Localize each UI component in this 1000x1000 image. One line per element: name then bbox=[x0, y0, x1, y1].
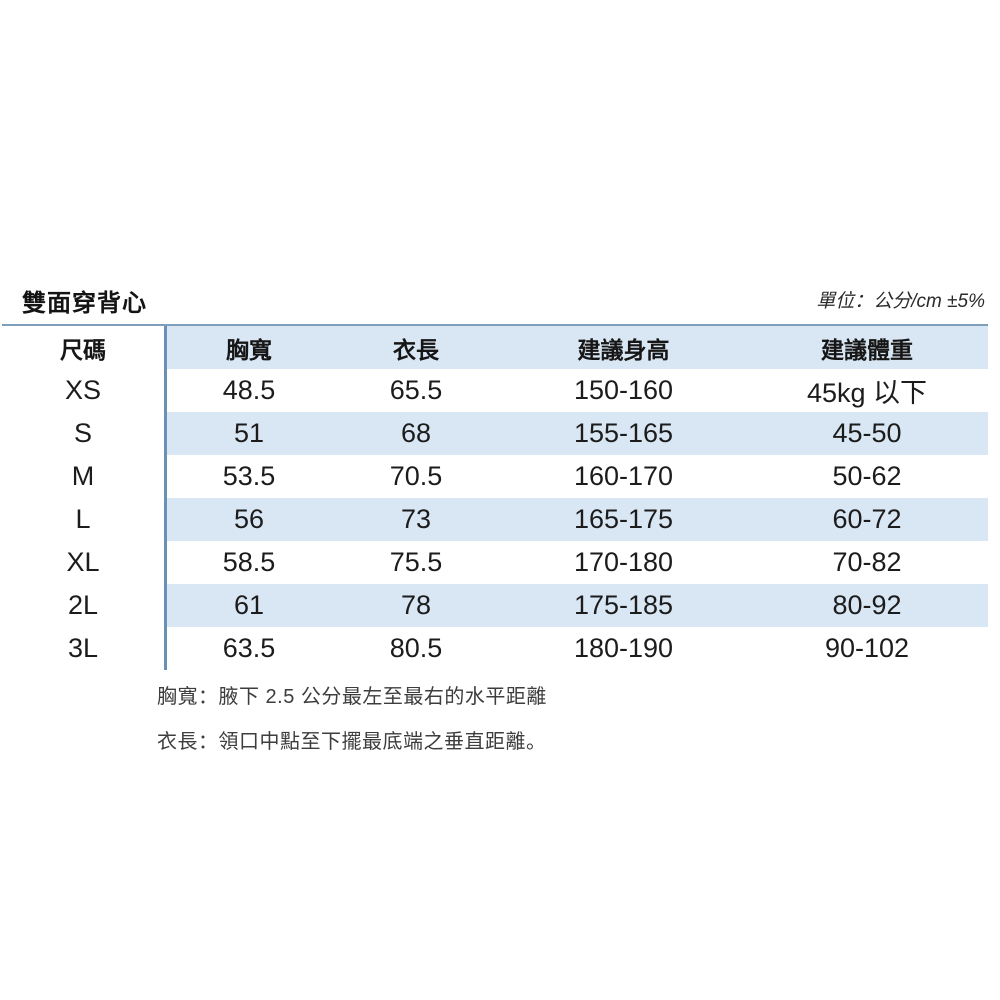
row-cells: 51 68 155-165 45-50 bbox=[164, 412, 988, 455]
cell-suggested-weight: 70-82 bbox=[832, 547, 902, 577]
cell-garment-length: 80.5 bbox=[389, 633, 443, 663]
cell-suggested-height: 165-175 bbox=[573, 504, 674, 534]
cell-garment-length: 78 bbox=[400, 590, 432, 620]
size-label: XL bbox=[2, 541, 164, 584]
size-label: L bbox=[2, 498, 164, 541]
cell-suggested-height: 150-160 bbox=[573, 375, 674, 405]
size-label: XS bbox=[2, 369, 164, 412]
row-cells: 56 73 165-175 60-72 bbox=[164, 498, 988, 541]
cell-suggested-weight: 45kg 以下 bbox=[806, 378, 928, 408]
cell-suggested-height: 160-170 bbox=[573, 461, 674, 491]
table-row: XS 48.5 65.5 150-160 45kg 以下 bbox=[2, 369, 988, 412]
cell-chest-width: 56 bbox=[233, 504, 265, 534]
header-garment-length: 衣長 bbox=[393, 336, 439, 363]
cell-chest-width: 63.5 bbox=[222, 633, 276, 663]
header-suggested-weight: 建議體重 bbox=[821, 336, 913, 363]
size-label: M bbox=[2, 455, 164, 498]
cell-suggested-weight: 45-50 bbox=[832, 418, 902, 448]
table-row: S 51 68 155-165 45-50 bbox=[2, 412, 988, 455]
cell-suggested-height: 155-165 bbox=[573, 418, 674, 448]
table-row: 2L 61 78 175-185 80-92 bbox=[2, 584, 988, 627]
cell-garment-length: 73 bbox=[400, 504, 432, 534]
cell-suggested-height: 170-180 bbox=[573, 547, 674, 577]
cell-suggested-weight: 50-62 bbox=[832, 461, 902, 491]
row-cells: 53.5 70.5 160-170 50-62 bbox=[164, 455, 988, 498]
row-cells: 48.5 65.5 150-160 45kg 以下 bbox=[164, 369, 988, 412]
chest-width-definition-note: 胸寬：腋下 2.5 公分最左至最右的水平距離 bbox=[157, 686, 547, 708]
row-cells: 63.5 80.5 180-190 90-102 bbox=[164, 627, 988, 670]
cell-chest-width: 51 bbox=[233, 418, 265, 448]
row-cells: 58.5 75.5 170-180 70-82 bbox=[164, 541, 988, 584]
cell-suggested-weight: 60-72 bbox=[832, 504, 902, 534]
cell-suggested-height: 180-190 bbox=[573, 633, 674, 663]
size-label: 2L bbox=[2, 584, 164, 627]
cell-garment-length: 70.5 bbox=[389, 461, 443, 491]
table-row: L 56 73 165-175 60-72 bbox=[2, 498, 988, 541]
cell-chest-width: 53.5 bbox=[222, 461, 276, 491]
table-row: M 53.5 70.5 160-170 50-62 bbox=[2, 455, 988, 498]
size-label: 3L bbox=[2, 627, 164, 670]
row-cells: 61 78 175-185 80-92 bbox=[164, 584, 988, 627]
cell-suggested-height: 175-185 bbox=[573, 590, 674, 620]
cell-suggested-weight: 90-102 bbox=[824, 633, 910, 663]
cell-suggested-weight: 80-92 bbox=[832, 590, 902, 620]
page-title: 雙面穿背心 bbox=[22, 290, 147, 317]
header-chest-width: 胸寬 bbox=[226, 336, 272, 363]
size-chart-table: 尺碼 胸寬 衣長 建議身高 建議體重 XS 48.5 65.5 150-160 … bbox=[2, 324, 988, 670]
header-size: 尺碼 bbox=[2, 326, 164, 369]
cell-garment-length: 75.5 bbox=[389, 547, 443, 577]
cell-chest-width: 61 bbox=[233, 590, 265, 620]
table-row: 3L 63.5 80.5 180-190 90-102 bbox=[2, 627, 988, 670]
cell-garment-length: 68 bbox=[400, 418, 432, 448]
cell-chest-width: 58.5 bbox=[222, 547, 276, 577]
header-cells: 胸寬 衣長 建議身高 建議體重 bbox=[164, 326, 988, 369]
cell-chest-width: 48.5 bbox=[222, 375, 276, 405]
size-label: S bbox=[2, 412, 164, 455]
table-row: XL 58.5 75.5 170-180 70-82 bbox=[2, 541, 988, 584]
unit-note: 單位：公分/cm ±5% bbox=[816, 291, 985, 312]
table-header-row: 尺碼 胸寬 衣長 建議身高 建議體重 bbox=[2, 326, 988, 369]
garment-length-definition-note: 衣長：領口中點至下擺最底端之垂直距離。 bbox=[157, 731, 547, 753]
cell-garment-length: 65.5 bbox=[389, 375, 443, 405]
header-suggested-height: 建議身高 bbox=[577, 336, 670, 363]
